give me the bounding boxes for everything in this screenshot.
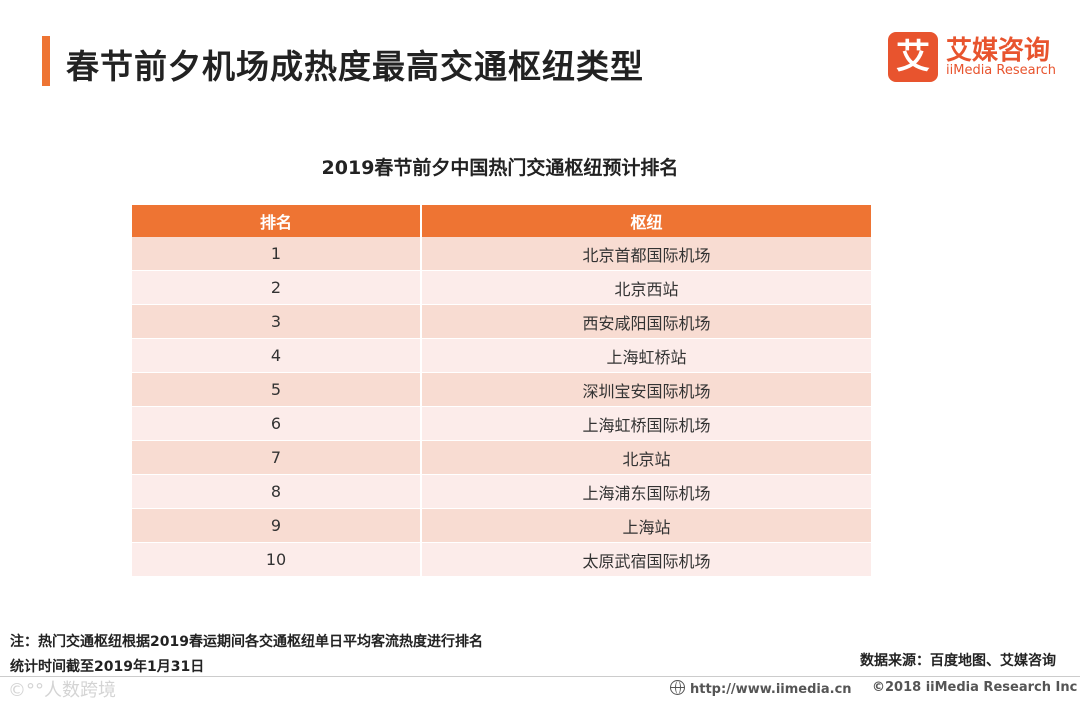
- table-row: 8 上海浦东国际机场: [132, 474, 871, 509]
- globe-icon: [670, 680, 685, 695]
- table-row: 6 上海虹桥国际机场: [132, 406, 871, 441]
- column-header-hub: 枢纽: [421, 205, 871, 237]
- hub-cell: 深圳宝安国际机场: [421, 372, 871, 407]
- rank-cell: 4: [132, 338, 422, 373]
- ranking-method-note: 注：热门交通枢纽根据2019春运期间各交通枢纽单日平均客流热度进行排名: [10, 634, 483, 650]
- table-row: 7 北京站: [132, 440, 871, 475]
- rank-cell: 2: [132, 270, 422, 305]
- hub-cell: 上海浦东国际机场: [421, 474, 871, 509]
- hub-cell: 北京西站: [421, 270, 871, 305]
- rank-cell: 6: [132, 406, 422, 441]
- logo-mark-icon: 艾: [888, 32, 938, 82]
- logo-name-en: iiMedia Research: [946, 63, 1057, 78]
- table-row: 5 深圳宝安国际机场: [132, 372, 871, 407]
- hub-cell: 上海站: [421, 508, 871, 543]
- hub-cell: 上海虹桥国际机场: [421, 406, 871, 441]
- logo-name-cn: 艾媒咨询: [946, 36, 1051, 66]
- column-header-rank: 排名: [132, 205, 422, 237]
- table-row: 4 上海虹桥站: [132, 338, 871, 373]
- watermark: ©°°人数跨境: [8, 680, 116, 701]
- hub-cell: 西安咸阳国际机场: [421, 304, 871, 339]
- table-row: 2 北京西站: [132, 270, 871, 305]
- website-url: http://www.iimedia.cn: [690, 682, 852, 697]
- data-source: 数据来源：百度地图、艾媒咨询: [860, 653, 1056, 669]
- hub-cell: 上海虹桥站: [421, 338, 871, 373]
- rank-cell: 9: [132, 508, 422, 543]
- rank-cell: 7: [132, 440, 422, 475]
- table-row: 9 上海站: [132, 508, 871, 543]
- iimedia-logo: 艾 艾媒咨询 iiMedia Research: [888, 30, 1068, 86]
- table-title: 2019春节前夕中国热门交通枢纽预计排名: [321, 157, 679, 179]
- hub-cell: 北京站: [421, 440, 871, 475]
- title-accent-bar: [42, 36, 50, 86]
- hub-cell: 北京首都国际机场: [421, 237, 871, 271]
- ranking-table: 排名 枢纽 1 北京首都国际机场 2 北京西站 3 西安咸阳国际机场 4 上海虹…: [132, 205, 871, 576]
- table-row: 10 太原武宿国际机场: [132, 542, 871, 576]
- rank-cell: 10: [132, 542, 422, 576]
- table-row: 1 北京首都国际机场: [132, 237, 871, 271]
- rank-cell: 3: [132, 304, 422, 339]
- rank-cell: 5: [132, 372, 422, 407]
- footer-website: http://www.iimedia.cn: [670, 680, 852, 697]
- footer-divider: [0, 676, 1080, 677]
- rank-cell: 1: [132, 237, 422, 271]
- hub-cell: 太原武宿国际机场: [421, 542, 871, 576]
- statistics-date-note: 统计时间截至2019年1月31日: [10, 659, 205, 675]
- footer-copyright: ©2018 iiMedia Research Inc: [872, 680, 1078, 695]
- page-title: 春节前夕机场成热度最高交通枢纽类型: [66, 47, 644, 86]
- table-row: 3 西安咸阳国际机场: [132, 304, 871, 339]
- rank-cell: 8: [132, 474, 422, 509]
- table-header-row: 排名 枢纽: [132, 205, 871, 237]
